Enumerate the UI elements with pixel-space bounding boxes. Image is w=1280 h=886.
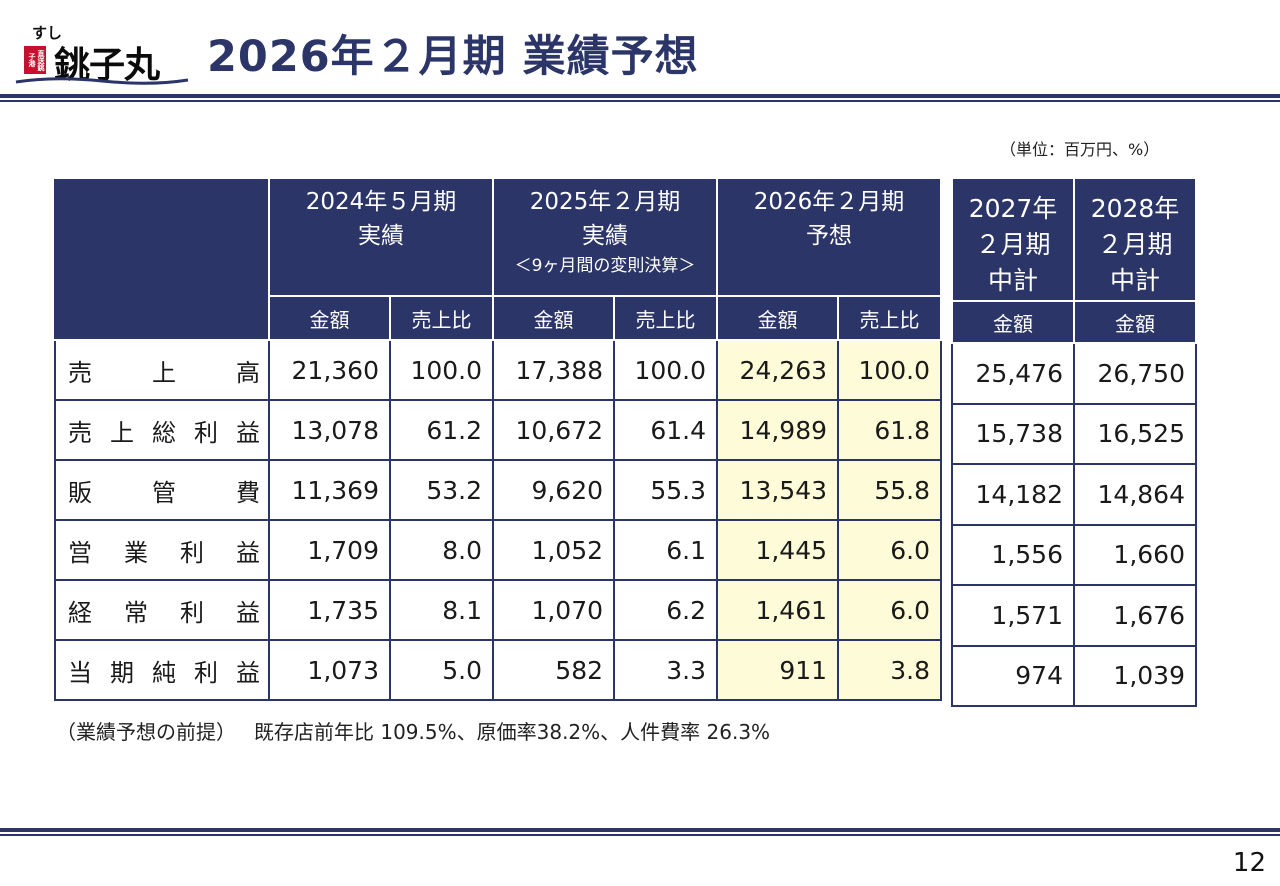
row-label: 販管費 (54, 459, 270, 521)
header-rule (0, 94, 1280, 98)
header-rule-thin (0, 100, 1280, 102)
footer-rule-thin (0, 834, 1280, 836)
cell: 25,476 (951, 342, 1075, 405)
cell: 974 (951, 644, 1075, 707)
table-row: 売上高 21,360 100.0 17,388 100.0 24,263 100… (54, 339, 943, 401)
table-row: 14,182 14,864 (951, 463, 1197, 526)
forecast-premise: （業績予想の前提） 既存店前年比 109.5%、原価率38.2%、人件費率 26.… (56, 716, 770, 745)
cell: 6.2 (613, 579, 719, 641)
forecast-cell: 1,445 (716, 519, 840, 581)
column-header-fy2027: 2027年 ２月期 中計 (951, 177, 1075, 302)
cell: 1,556 (951, 523, 1075, 586)
column-header-fy2028: 2028年 ２月期 中計 (1073, 177, 1197, 302)
table-row: 1,571 1,676 (951, 584, 1197, 647)
table-row: 営業利益 1,709 8.0 1,052 6.1 1,445 6.0 (54, 519, 943, 581)
table-row: 経常利益 1,735 8.1 1,070 6.2 1,461 6.0 (54, 579, 943, 641)
forecast-cell: 911 (716, 639, 840, 701)
forecast-cell: 61.8 (837, 399, 943, 461)
cell: 3.3 (613, 639, 719, 701)
cell: 1,052 (492, 519, 616, 581)
cell: 582 (492, 639, 616, 701)
sub-header-ratio: 売上比 (388, 295, 495, 341)
cell: 1,735 (268, 579, 391, 641)
cell: 1,660 (1073, 523, 1197, 586)
table-row: 15,738 16,525 (951, 402, 1197, 465)
cell: 100.0 (388, 339, 495, 401)
row-label: 経常利益 (54, 579, 270, 641)
premise-label: （業績予想の前提） (56, 720, 236, 744)
sub-header-amount: 金額 (492, 295, 616, 341)
row-label: 売上高 (54, 339, 270, 401)
forecast-cell: 3.8 (837, 639, 943, 701)
footer-rule (0, 828, 1280, 832)
forecast-cell: 24,263 (716, 339, 840, 401)
sub-header-amount: 金額 (1073, 300, 1197, 344)
sub-header-ratio: 売上比 (837, 295, 943, 341)
cell: 14,182 (951, 463, 1075, 526)
sub-header-amount: 金額 (951, 300, 1075, 344)
sub-header-amount: 金額 (268, 295, 391, 341)
irregular-period-note: ＜9ヶ月間の変則決算＞ (514, 256, 696, 276)
cell: 1,070 (492, 579, 616, 641)
premise-text: 既存店前年比 109.5%、原価率38.2%、人件費率 26.3% (254, 720, 771, 744)
corner-cell (54, 177, 270, 341)
row-label: 当期純利益 (54, 639, 270, 701)
cell: 1,039 (1073, 644, 1197, 707)
cell: 1,676 (1073, 584, 1197, 647)
cell: 14,864 (1073, 463, 1197, 526)
forecast-cell: 14,989 (716, 399, 840, 461)
cell: 26,750 (1073, 342, 1197, 405)
cell: 5.0 (388, 639, 495, 701)
table-row: 974 1,039 (951, 644, 1197, 707)
cell: 53.2 (388, 459, 495, 521)
forecast-cell: 13,543 (716, 459, 840, 521)
cell: 16,525 (1073, 402, 1197, 465)
table-row: 当期純利益 1,073 5.0 582 3.3 911 3.8 (54, 639, 943, 701)
row-label: 売上総利益 (54, 399, 270, 461)
cell: 1,709 (268, 519, 391, 581)
logo-wave-icon (15, 77, 189, 85)
row-label: 営業利益 (54, 519, 270, 581)
cell: 61.4 (613, 399, 719, 461)
cell: 9,620 (492, 459, 616, 521)
cell: 61.2 (388, 399, 495, 461)
table-row: 25,476 26,750 (951, 342, 1197, 405)
column-header-fy2026: 2026年２月期 予想 (716, 177, 943, 297)
cell: 17,388 (492, 339, 616, 401)
page-number: 12 (1232, 848, 1266, 878)
column-header-fy2025: 2025年２月期 実績 ＜9ヶ月間の変則決算＞ (492, 177, 719, 297)
table-row: 1,556 1,660 (951, 523, 1197, 586)
sub-header-ratio: 売上比 (613, 295, 719, 341)
table-row: 売上総利益 13,078 61.2 10,672 61.4 14,989 61.… (54, 399, 943, 461)
cell: 11,369 (268, 459, 391, 521)
forecast-cell: 1,461 (716, 579, 840, 641)
midterm-plan-table: 2027年 ２月期 中計 2028年 ２月期 中計 金額 金額 25,476 2… (951, 177, 1197, 707)
cell: 6.1 (613, 519, 719, 581)
sub-header-amount: 金額 (716, 295, 840, 341)
logo-kana: すし (32, 24, 63, 42)
unit-note: （単位：百万円、%） (1000, 140, 1160, 159)
cell: 1,571 (951, 584, 1075, 647)
cell: 55.3 (613, 459, 719, 521)
company-logo: すし 直送銚子港 銚子丸 (10, 18, 189, 86)
cell: 8.1 (388, 579, 495, 641)
page-title: 2026年２月期 業績予想 (207, 32, 699, 82)
column-header-fy2024: 2024年５月期 実績 (267, 177, 495, 297)
cell: 10,672 (492, 399, 616, 461)
cell: 8.0 (388, 519, 495, 581)
cell: 1,073 (268, 639, 391, 701)
table-row: 販管費 11,369 53.2 9,620 55.3 13,543 55.8 (54, 459, 943, 521)
forecast-cell: 6.0 (837, 519, 943, 581)
logo-stamp: 直送銚子港 (24, 46, 46, 74)
cell: 15,738 (951, 402, 1075, 465)
cell: 21,360 (268, 339, 391, 401)
cell: 13,078 (268, 399, 391, 461)
cell: 100.0 (613, 339, 719, 401)
forecast-table: 2024年５月期 実績 2025年２月期 実績 ＜9ヶ月間の変則決算＞ 2026… (54, 177, 943, 701)
forecast-cell: 6.0 (837, 579, 943, 641)
forecast-cell: 55.8 (837, 459, 943, 521)
forecast-cell: 100.0 (837, 339, 943, 401)
